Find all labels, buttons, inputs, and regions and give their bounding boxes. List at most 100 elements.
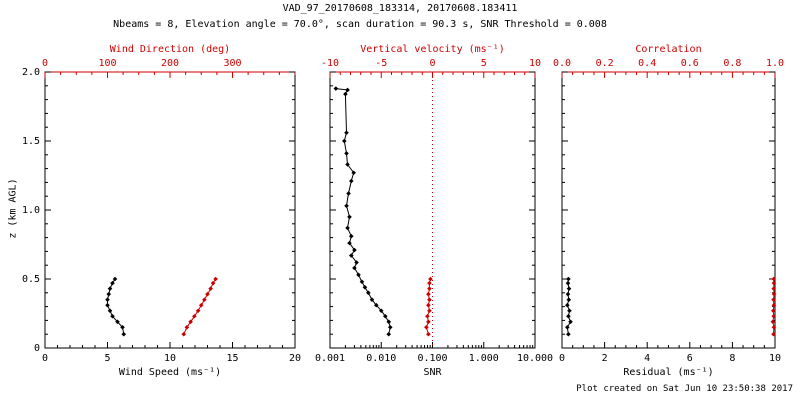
residual-marker [565,291,571,297]
wind-speed-marker [107,286,113,291]
top-tick-label: 0 [42,58,48,69]
correlation-marker [771,286,777,291]
snr-marker [348,178,354,184]
snr-marker [347,214,352,220]
correlation-marker [771,291,777,297]
residual-axis-title: Residual (ms⁻¹) [623,367,714,378]
vertical-velocity-marker [427,308,432,314]
plot-subtitle: Nbeams = 8, Elevation angle = 70.0°, sca… [113,19,607,30]
plot-created-note: Plot created on Sat Jun 10 23:50:38 2017 [576,384,793,394]
snr-marker [348,253,354,258]
residual-marker [565,302,570,308]
x-tick-label: 0.010 [366,353,396,364]
x-tick-label: 0 [42,353,48,364]
correlation-marker [771,331,776,337]
top-tick-label: 300 [223,58,241,69]
x-tick-label: 0 [559,353,565,364]
wind-direction-marker [192,313,197,319]
vertical-velocity-axis-title: Vertical velocity (ms⁻¹) [360,44,505,55]
wind-direction-marker [184,325,190,330]
top-tick-label: 0.4 [638,58,656,69]
vertical-velocity-marker [424,325,429,330]
snr-marker [378,308,384,314]
y-tick-label: 1.5 [22,136,40,147]
snr-marker [344,130,349,136]
wind-speed-axis-title: Wind Speed (ms⁻¹) [118,367,222,378]
snr-marker [347,240,352,246]
snr-marker [344,151,349,156]
top-tick-label: 0.0 [553,58,571,69]
snr-line [335,88,391,335]
x-tick-label: 0.100 [417,353,447,364]
top-tick-label: 200 [161,58,179,69]
panel-snr: 0.001 0.010 0.100 1.000 10.000 -10 -5 0 5 10 [315,58,553,364]
x-tick-label: 15 [226,353,238,364]
x-tick-label: 8 [729,353,735,364]
snr-marker [344,203,349,209]
snr-marker [351,170,356,176]
plot-title: VAD_97_20170608_183314, 20170608.183411 [282,3,518,14]
wind-direction-marker [213,276,218,282]
correlation-marker [771,297,776,302]
snr-axis-title: SNR [423,367,442,378]
panel-residual: 0 2 4 6 8 10 0.0 0.2 0.4 0.6 0.8 1.0 [553,58,784,364]
plot-box [44,71,296,349]
x-tick-label: 10 [769,353,781,364]
snr-marker [366,290,371,296]
wind-speed-marker [110,313,115,319]
plot-box [561,71,776,349]
vertical-velocity-marker [427,297,432,302]
correlation-axis-title: Correlation [635,44,702,55]
wind-speed-marker [105,297,110,302]
correlation-marker [771,325,777,330]
top-tick-label: 10 [529,58,541,69]
correlation-marker [770,308,776,314]
snr-marker [345,162,350,167]
vertical-velocity-marker [426,302,431,308]
z-axis-title: z (km AGL) [7,178,19,239]
wind-direction-marker [181,331,187,337]
x-tick-label: 0.001 [315,353,345,364]
snr-marker [352,265,357,271]
plot-box [329,71,536,349]
vertical-velocity-marker [426,291,431,297]
vertical-velocity-marker [426,319,431,325]
wind-speed-marker [121,331,127,337]
wind-speed-marker [106,291,112,297]
x-tick-label: 10 [164,353,176,364]
snr-marker [383,313,388,319]
correlation-marker [771,280,777,286]
top-tick-label: 5 [481,58,487,69]
wind-direction-marker [202,297,207,302]
correlation-marker [771,302,777,308]
top-tick-label: 1.0 [766,58,784,69]
snr-marker [343,91,348,97]
y-tick-label: 0 [34,343,40,354]
snr-marker [356,272,361,278]
snr-marker [346,191,351,196]
correlation-marker [770,319,776,325]
snr-marker [333,86,339,91]
snr-marker [387,325,393,330]
snr-marker [345,87,350,93]
correlation-marker [771,276,777,282]
wind-direction-marker [188,319,193,325]
snr-marker [341,138,347,144]
residual-marker [566,286,572,291]
wind-speed-marker [120,325,125,330]
snr-marker [373,302,379,308]
residual-marker [566,313,571,319]
wind-direction-marker [195,308,201,314]
correlation-marker [771,313,777,319]
vertical-velocity-marker [425,313,430,319]
top-tick-label: -10 [321,58,339,69]
wind-direction-marker [210,280,216,286]
residual-marker [566,331,571,337]
top-tick-label: 100 [98,58,116,69]
snr-marker [386,319,392,325]
snr-marker [362,284,368,290]
x-tick-label: 2 [602,353,608,364]
residual-marker [567,308,572,314]
y-tick-label: 1.0 [22,205,40,216]
